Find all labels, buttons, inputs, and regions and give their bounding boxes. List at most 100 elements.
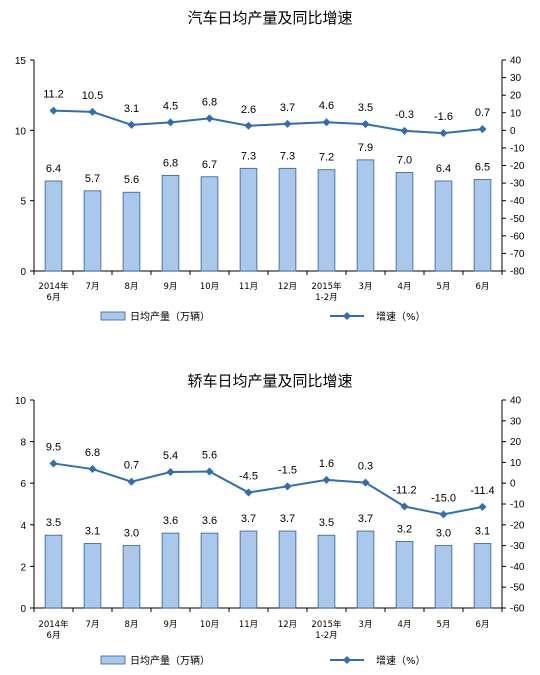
chart1-category-label: 9月 (164, 282, 178, 292)
chart2-bar-data-label: 3.6 (163, 515, 178, 527)
chart1-left-tick-label: 10 (15, 126, 27, 137)
chart1-bar-data-label: 7.9 (358, 142, 373, 154)
chart2-category-label: 7月 (86, 620, 100, 630)
chart2-growth-marker (49, 459, 58, 468)
chart2-category-label: 5月 (437, 620, 451, 630)
chart1-right-tick-label: -70 (510, 249, 525, 260)
chart1-right-tick-label: -10 (510, 143, 525, 154)
chart1-bar (317, 169, 336, 272)
chart2-bar (161, 532, 180, 609)
chart1-bar-data-label: 7.3 (241, 150, 256, 162)
chart2-bar-data-label: 3.5 (319, 517, 334, 529)
chart1-growth-data-label: 4.5 (163, 100, 178, 112)
chart1-bar-data-label: 6.5 (475, 162, 490, 174)
chart1-bar-data-label: 6.4 (436, 163, 451, 175)
chart2-growth-marker (244, 488, 253, 497)
chart2-growth-marker (361, 478, 370, 487)
chart1-growth-data-label: 10.5 (82, 90, 103, 102)
chart2-right-tick-label: 10 (510, 458, 522, 469)
chart1-growth-data-label: 4.6 (319, 100, 334, 112)
chart2-category-label: 6月 (476, 620, 490, 630)
chart2-growth-data-label: -15.0 (431, 492, 456, 504)
chart1-category-label: 6月 (47, 293, 61, 303)
chart1-growth-marker (127, 120, 136, 129)
chart2-bar-data-label: 3.7 (241, 513, 256, 525)
chart2-bar-data-label: 3.6 (202, 515, 217, 527)
chart1-category-label: 8月 (125, 282, 139, 292)
chart1-bar-data-label: 7.3 (280, 150, 295, 162)
chart2-right-tick-label: -30 (510, 541, 525, 552)
chart1-growth-marker (88, 107, 97, 116)
chart2-right-tick-label: -40 (510, 562, 525, 573)
chart2-legend-bar-label: 日均产量（万辆） (130, 654, 210, 667)
chart1-right-tick-label: 0 (510, 126, 516, 137)
chart2-right-tick-label: -10 (510, 500, 525, 511)
chart1-bar (200, 176, 219, 272)
chart1-right-tick-label: 20 (510, 91, 522, 102)
chart2-bar (200, 532, 219, 609)
chart1-legend-bar-label: 日均产量（万辆） (130, 310, 210, 323)
chart1-right-tick-label: -20 (510, 161, 525, 172)
chart1-right-tick-label: -30 (510, 179, 525, 190)
chart1-bar (473, 179, 492, 272)
chart2-growth-data-label: 5.4 (163, 450, 178, 462)
chart2-growth-marker (166, 467, 175, 476)
chart2-category-label: 2014年 (38, 619, 69, 630)
chart1-bar (83, 190, 102, 272)
chart2-right-tick-label: -50 (510, 583, 525, 594)
chart2-growth-data-label: -11.2 (392, 484, 416, 496)
chart1-right-tick-label: -40 (510, 196, 525, 207)
chart2-bar (44, 534, 63, 609)
chart1-category-label: 12月 (278, 282, 297, 292)
chart1-category-label: 4月 (398, 282, 412, 292)
chart2-growth-data-label: 1.6 (319, 458, 334, 470)
chart2-growth-marker (439, 510, 448, 519)
chart2-growth-marker (205, 467, 214, 476)
chart2-growth-line (53, 462, 483, 516)
chart1-growth-data-label: -1.6 (434, 111, 453, 123)
chart1-growth-marker (49, 106, 58, 115)
chart2-growth-data-label: 0.3 (358, 461, 373, 473)
chart1-growth-data-label: 11.2 (43, 89, 64, 101)
chart2-left-tick-label: 8 (20, 438, 26, 449)
chart2-left-tick-label: 6 (20, 479, 26, 490)
chart2-bar (473, 543, 492, 609)
chart1-growth-marker (244, 121, 253, 130)
chart2-left-tick-label: 0 (20, 604, 26, 615)
chart1-category-label: 1-2月 (315, 293, 337, 303)
chart2-category-label: 9月 (164, 620, 178, 630)
chart1-bar-data-label: 7.2 (319, 152, 334, 164)
chart2-right-tick-label: 0 (510, 479, 516, 490)
chart2-bar-data-label: 3.7 (280, 513, 295, 525)
chart1-growth-data-label: 3.7 (280, 102, 295, 114)
chart1-growth-data-label: 3.5 (358, 102, 373, 114)
chart2-right-tick-label: -20 (510, 520, 525, 531)
chart2-right-tick-label: 40 (510, 396, 522, 407)
chart2-growth-marker (283, 482, 292, 491)
chart2-growth-data-label: 6.8 (85, 447, 100, 459)
chart2-growth-marker (127, 477, 136, 486)
chart2-bar (278, 530, 297, 609)
chart1-bar (122, 191, 141, 272)
chart2-category-label: 1-2月 (315, 631, 337, 641)
chart2-bar-data-label: 3.1 (475, 526, 490, 538)
chart1-bar (278, 167, 297, 272)
chart2-category-label: 11月 (239, 620, 258, 630)
chart1-growth-data-label: 3.1 (124, 103, 139, 115)
chart1-growth-data-label: 2.6 (241, 104, 256, 116)
chart2-growth-data-label: 5.6 (202, 450, 217, 462)
chart2-growth-data-label: 9.5 (46, 441, 61, 453)
chart1-growth-data-label: 0.7 (475, 107, 490, 119)
chart2-bar (356, 530, 375, 609)
chart1-bar-data-label: 6.7 (202, 159, 217, 171)
chart1-growth-data-label: -0.3 (395, 109, 414, 121)
chart2-left-tick-label: 4 (20, 521, 26, 532)
chart2-growth-marker (322, 475, 331, 484)
chart2-bar-data-label: 3.2 (397, 523, 412, 535)
chart1-growth-marker (166, 118, 175, 127)
chart2-left-tick-label: 10 (15, 396, 27, 407)
chart1-right-tick-label: -50 (510, 214, 525, 225)
chart2-legend-line-marker (343, 656, 351, 664)
chart1-category-label: 3月 (359, 282, 373, 292)
